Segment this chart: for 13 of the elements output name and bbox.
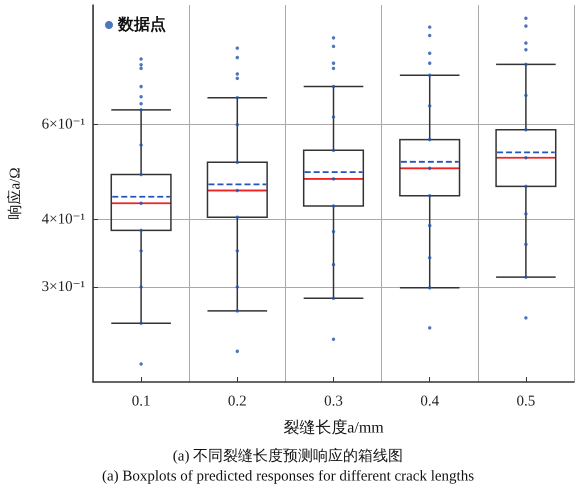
x-tick-label: 0.1	[132, 394, 150, 410]
y-tick-label: 3×10⁻¹	[42, 279, 85, 296]
x-tick-label: 0.5	[516, 394, 536, 410]
x-tick-label: 0.4	[420, 394, 440, 410]
y-tick-label: 4×10⁻¹	[42, 212, 85, 228]
x-tick-label: 0.2	[228, 394, 247, 410]
x-axis-title: 裂缝长度a/mm	[283, 418, 384, 436]
text: (a) 不同裂缝长度预测响应的箱线图	[172, 448, 404, 464]
x-tick-label: 0.3	[324, 394, 343, 410]
y-tick-label: 6×10⁻¹	[42, 116, 85, 133]
legend-label: 数据点	[117, 16, 166, 34]
text: (a) Boxplots of predicted responses for different crack lengths	[102, 468, 474, 484]
y-axis-title: 响应a/Ω	[6, 168, 24, 220]
